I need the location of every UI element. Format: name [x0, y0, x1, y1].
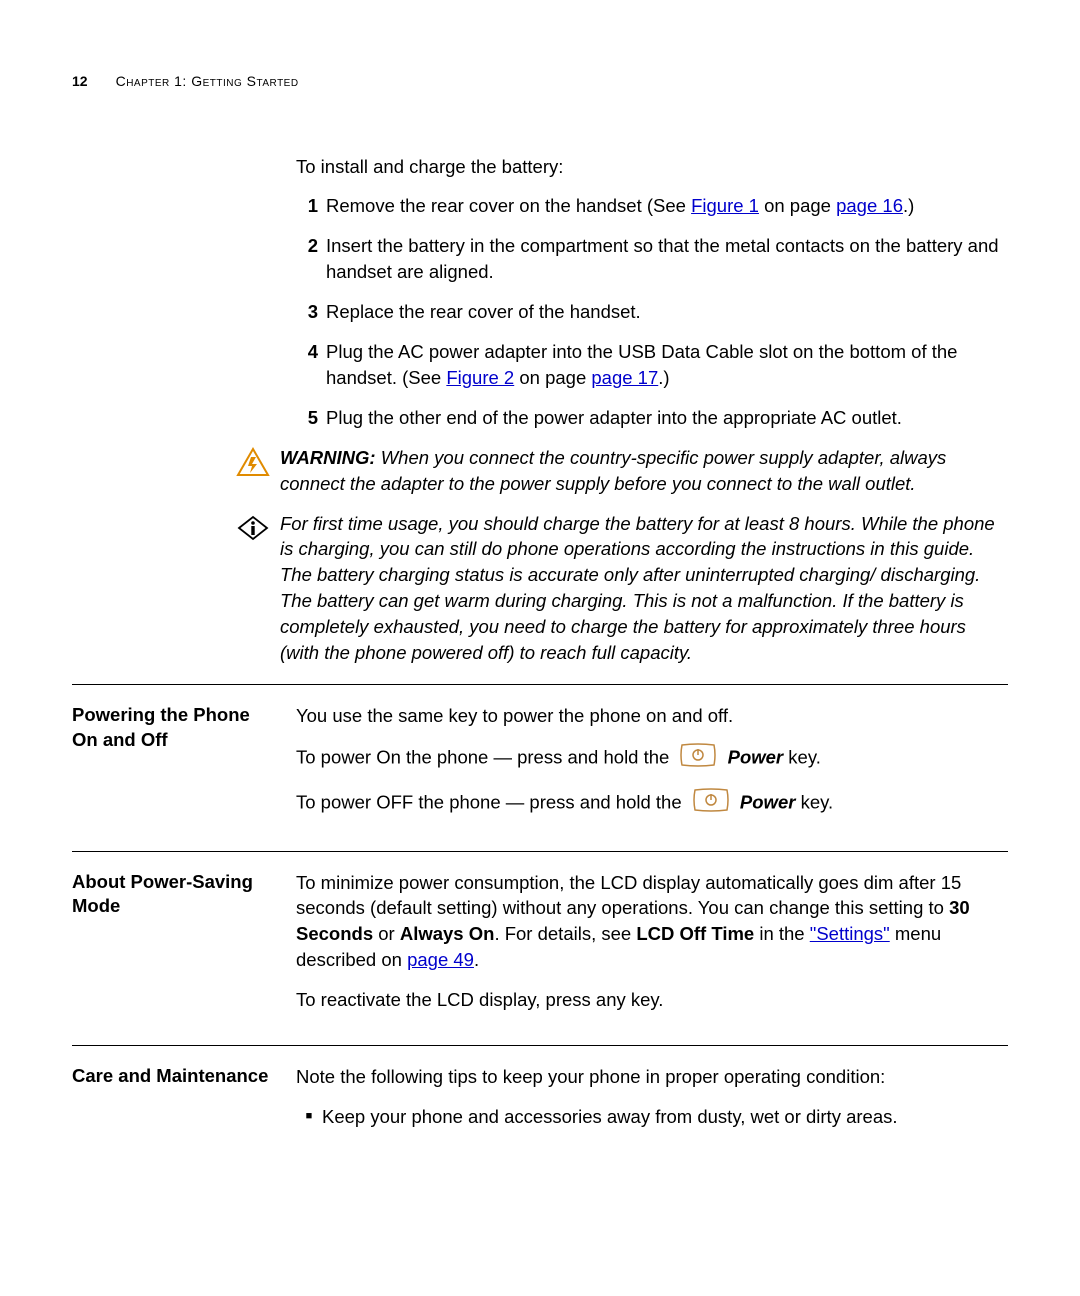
page-number: 12	[72, 72, 88, 92]
powering-title: Powering the Phone On and Off	[72, 703, 296, 833]
power-key-icon	[678, 743, 718, 774]
powersave-p2: To reactivate the LCD display, press any…	[296, 987, 1008, 1013]
step-num: 4	[296, 339, 318, 391]
warning-note: WARNING: When you connect the country-sp…	[236, 445, 1008, 497]
divider	[72, 1045, 1008, 1046]
power-key-icon	[691, 788, 731, 819]
info-note: For first time usage, you should charge …	[236, 511, 1008, 666]
power-on-line: To power On the phone — press and hold t…	[296, 743, 1008, 774]
figure-2-link[interactable]: Figure 2	[446, 367, 514, 388]
powering-section: Powering the Phone On and Off You use th…	[72, 703, 1008, 833]
powersave-title: About Power-Saving Mode	[72, 870, 296, 1027]
step-text: Replace the rear cover of the handset.	[326, 299, 1008, 325]
powersave-section: About Power-Saving Mode To minimize powe…	[72, 870, 1008, 1027]
step-3: 3 Replace the rear cover of the handset.	[296, 299, 1008, 325]
divider	[72, 684, 1008, 685]
install-steps: 1 Remove the rear cover on the handset (…	[296, 193, 1008, 430]
battery-install-block: To install and charge the battery: 1 Rem…	[296, 154, 1008, 666]
settings-link[interactable]: "Settings"	[810, 923, 890, 944]
step-num: 5	[296, 405, 318, 431]
care-bullets: ■ Keep your phone and accessories away f…	[296, 1104, 1008, 1130]
step-num: 2	[296, 233, 318, 285]
powersave-p1: To minimize power consumption, the LCD d…	[296, 870, 1008, 974]
chapter-label: Chapter 1: Getting Started	[116, 72, 299, 92]
page-16-link[interactable]: page 16	[836, 195, 903, 216]
care-section: Care and Maintenance Note the following …	[72, 1064, 1008, 1138]
step-text: Plug the other end of the power adapter …	[326, 405, 1008, 431]
page-header: 12 Chapter 1: Getting Started	[72, 72, 1008, 92]
warning-icon	[236, 445, 280, 497]
step-num: 3	[296, 299, 318, 325]
powersave-body: To minimize power consumption, the LCD d…	[296, 870, 1008, 1027]
bullet-text: Keep your phone and accessories away fro…	[322, 1104, 1008, 1130]
warning-text: WARNING: When you connect the country-sp…	[280, 445, 1008, 497]
figure-1-link[interactable]: Figure 1	[691, 195, 759, 216]
step-4: 4 Plug the AC power adapter into the USB…	[296, 339, 1008, 391]
step-text: Insert the battery in the compartment so…	[326, 233, 1008, 285]
step-text: Remove the rear cover on the handset (Se…	[326, 193, 1008, 219]
step-text: Plug the AC power adapter into the USB D…	[326, 339, 1008, 391]
step-num: 1	[296, 193, 318, 219]
page-49-link[interactable]: page 49	[407, 949, 474, 970]
step-5: 5 Plug the other end of the power adapte…	[296, 405, 1008, 431]
care-body: Note the following tips to keep your pho…	[296, 1064, 1008, 1138]
page-17-link[interactable]: page 17	[591, 367, 658, 388]
power-off-line: To power OFF the phone — press and hold …	[296, 788, 1008, 819]
care-intro: Note the following tips to keep your pho…	[296, 1064, 1008, 1090]
care-title: Care and Maintenance	[72, 1064, 296, 1138]
step-2: 2 Insert the battery in the compartment …	[296, 233, 1008, 285]
powering-body: You use the same key to power the phone …	[296, 703, 1008, 833]
intro-lead: To install and charge the battery:	[296, 154, 1008, 180]
info-icon	[236, 511, 280, 666]
bullet-icon: ■	[296, 1104, 322, 1130]
step-1: 1 Remove the rear cover on the handset (…	[296, 193, 1008, 219]
info-text: For first time usage, you should charge …	[280, 511, 1008, 666]
divider	[72, 851, 1008, 852]
powering-line1: You use the same key to power the phone …	[296, 703, 1008, 729]
list-item: ■ Keep your phone and accessories away f…	[296, 1104, 1008, 1130]
